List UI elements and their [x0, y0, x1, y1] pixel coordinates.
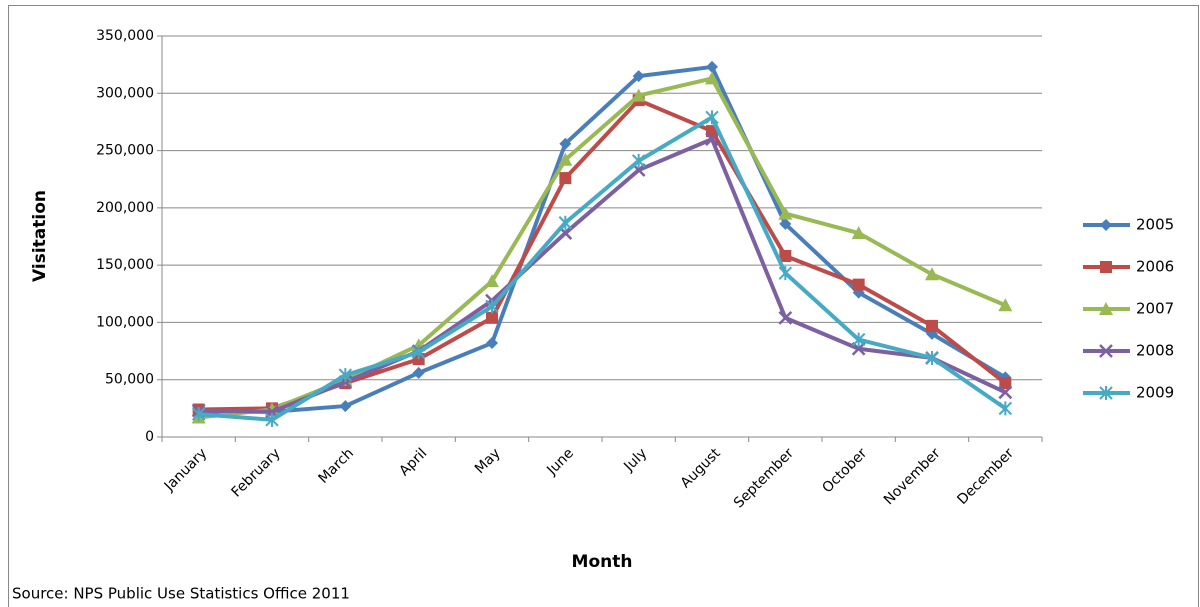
marker [265, 412, 279, 427]
legend-marker [1099, 302, 1113, 315]
marker [926, 319, 938, 332]
x-tick-label: February [228, 445, 283, 500]
marker [338, 368, 353, 383]
marker [631, 153, 646, 168]
marker [411, 345, 426, 360]
x-tick-label: June [543, 445, 577, 479]
marker [632, 70, 645, 83]
x-tick-label: March [315, 445, 356, 486]
marker [999, 377, 1012, 390]
marker [851, 332, 866, 347]
legend-label: 2009 [1136, 384, 1174, 402]
marker [339, 400, 352, 413]
x-tick-label: December [954, 445, 1017, 508]
y-tick-label: 200,000 [96, 200, 154, 216]
y-tick-label: 50,000 [105, 372, 154, 388]
series-line [198, 115, 1007, 422]
marker [705, 110, 719, 125]
chart-frame [8, 5, 1199, 607]
marker [998, 385, 1013, 400]
x-tick-label: April [396, 445, 430, 479]
marker [778, 310, 793, 325]
marker [925, 267, 939, 281]
legend-label: 2006 [1136, 258, 1174, 276]
marker [486, 337, 498, 350]
legend-label: 2008 [1136, 342, 1174, 360]
x-tick-label: July [620, 445, 650, 475]
marker [559, 172, 572, 185]
marker [1099, 302, 1113, 315]
marker [706, 60, 718, 73]
y-tick-label: 100,000 [96, 314, 154, 330]
legend-label: 2007 [1136, 300, 1174, 318]
marker [852, 278, 865, 291]
x-tick-label: November [881, 445, 944, 508]
x-tick-label: August [678, 445, 724, 491]
legend-marker [1099, 344, 1113, 358]
x-tick-label: May [472, 445, 504, 477]
y-tick-label: 0 [145, 429, 154, 445]
marker [998, 401, 1013, 416]
series-line [198, 64, 1007, 414]
series-line [198, 98, 1007, 412]
series-line [198, 137, 1007, 414]
x-axis-label: Month [572, 552, 633, 572]
marker [1099, 386, 1113, 400]
x-tick-label: October [819, 445, 870, 496]
marker [998, 298, 1013, 312]
marker [485, 299, 499, 314]
x-tick-label: January [161, 445, 211, 495]
marker [412, 366, 425, 379]
marker [851, 226, 866, 240]
source-note: Source: NPS Public Use Statistics Office… [12, 585, 350, 603]
y-tick-label: 150,000 [96, 257, 154, 273]
x-tick-label: September [731, 445, 797, 511]
y-tick-label: 350,000 [96, 28, 154, 44]
legend-marker [1100, 261, 1112, 273]
marker [558, 215, 573, 230]
marker [486, 311, 498, 324]
marker [631, 88, 646, 102]
y-tick-label: 300,000 [96, 85, 154, 101]
marker [1099, 344, 1113, 358]
marker [779, 249, 792, 262]
marker [1100, 219, 1112, 231]
y-axis-label: Visitation [30, 190, 50, 282]
legend-marker [1099, 386, 1113, 400]
marker [925, 350, 939, 365]
marker [778, 266, 793, 281]
y-tick-label: 250,000 [96, 143, 154, 159]
marker [705, 132, 719, 146]
marker [705, 71, 719, 85]
marker [559, 137, 572, 150]
marker [191, 407, 206, 422]
marker [485, 274, 499, 288]
marker [558, 152, 573, 166]
marker [778, 206, 793, 220]
series-line [198, 76, 1007, 420]
marker [779, 217, 792, 230]
marker [1100, 261, 1112, 273]
legend-label: 2005 [1136, 216, 1174, 234]
legend-marker [1100, 219, 1112, 231]
